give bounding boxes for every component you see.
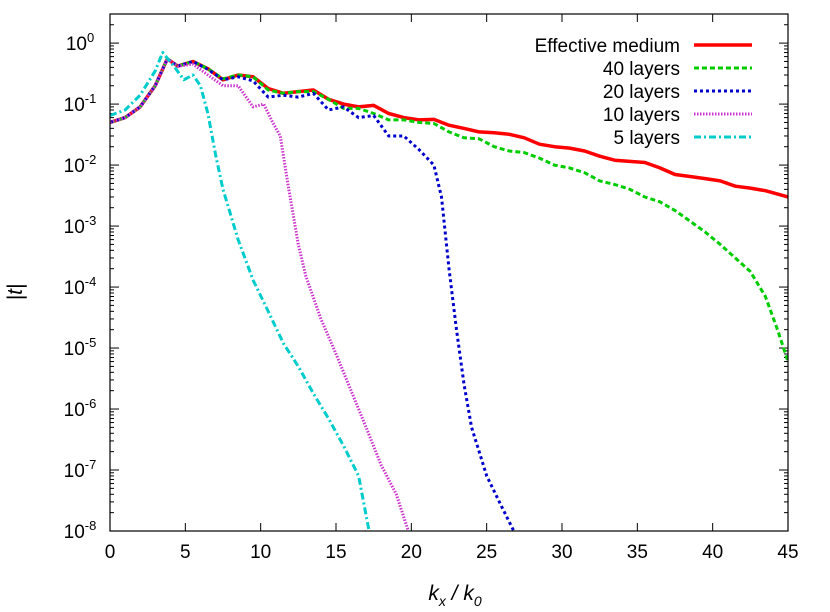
y-tick-label: 100 xyxy=(66,30,94,55)
plot-frame xyxy=(109,13,789,532)
x-tick-label: 35 xyxy=(627,542,648,563)
y-tick-label: 10-1 xyxy=(64,91,97,116)
y-tick-label: 10-2 xyxy=(64,152,97,177)
axes-group: 0 5 10 15 20 25 30 35 40 45 10-8 10-7 10-6 10-5 10-4 10… xyxy=(64,13,799,563)
legend-label: 5 layers xyxy=(613,128,680,149)
series-line-5-layers xyxy=(110,51,371,531)
series-layer xyxy=(110,51,788,531)
x-tick-label: 10 xyxy=(250,542,271,563)
legend-label: 40 layers xyxy=(603,59,680,80)
y-tick-label: 10-4 xyxy=(64,274,97,299)
x-axis-label: kx / k0 xyxy=(428,582,482,609)
legend-label: 20 layers xyxy=(603,82,680,103)
y-tick-label: 10-6 xyxy=(64,396,97,421)
x-tick-label: 20 xyxy=(401,542,422,563)
x-tick-label: 40 xyxy=(702,542,723,563)
y-tick-label: 10-8 xyxy=(64,518,97,543)
x-tick-label: 0 xyxy=(105,542,116,563)
plot-border xyxy=(109,13,789,532)
series-line-10-layers xyxy=(110,57,410,531)
x-tick-label: 45 xyxy=(777,542,798,563)
y-axis-label: |t| xyxy=(4,284,27,301)
y-tick-label: 10-7 xyxy=(64,457,97,482)
x-tick-label: 30 xyxy=(551,542,572,563)
legend-label: Effective medium xyxy=(535,36,680,57)
x-axis-label-k: k xyxy=(428,582,440,605)
x-tick-label: 15 xyxy=(325,542,346,563)
y-tick-label: 10-5 xyxy=(64,335,97,360)
y-tick-label: 10-3 xyxy=(64,213,97,238)
legend-label: 10 layers xyxy=(603,105,680,126)
x-tick-label: 5 xyxy=(180,542,191,563)
x-tick-label: 25 xyxy=(476,542,497,563)
